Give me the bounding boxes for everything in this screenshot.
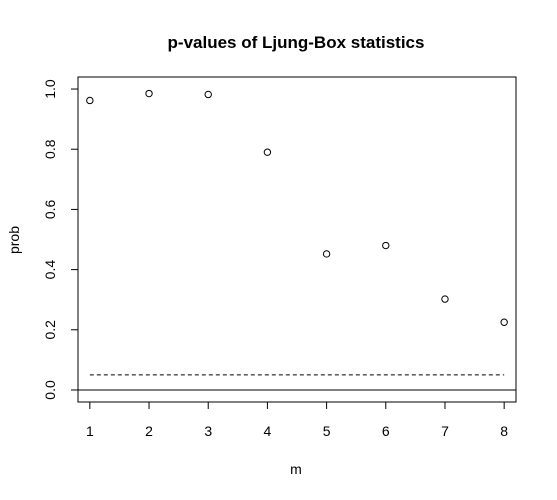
- data-points: [86, 89, 508, 326]
- y-tick-label: 0.6: [42, 199, 58, 219]
- y-tick-label: 1.0: [42, 79, 58, 99]
- data-point: [382, 241, 390, 250]
- x-axis-label: m: [290, 461, 302, 477]
- x-tick-label: 6: [382, 423, 390, 439]
- x-tick-label: 5: [323, 423, 331, 439]
- y-axis-label: prob: [6, 226, 22, 254]
- x-tick-label: 7: [441, 423, 449, 439]
- data-point: [500, 318, 508, 326]
- y-tick-label: 0.8: [42, 139, 58, 159]
- x-tick-label: 4: [264, 423, 272, 439]
- y-tick-label: 0.0: [42, 380, 58, 400]
- data-point: [86, 96, 94, 105]
- plot-box: [77, 76, 517, 403]
- x-tick-label: 1: [86, 423, 94, 439]
- x-tick-label: 8: [500, 423, 508, 439]
- x-axis: 1 2 3 4 5 6 7 8: [86, 401, 508, 439]
- x-tick-label: 3: [204, 423, 212, 439]
- data-point: [322, 250, 331, 258]
- reference-lines: [78, 374, 516, 391]
- data-point: [204, 90, 212, 99]
- data-point: [145, 89, 153, 98]
- x-tick-label: 2: [145, 423, 153, 439]
- y-tick-label: 0.4: [42, 260, 58, 280]
- data-point: [441, 295, 449, 303]
- y-tick-label: 0.2: [42, 320, 58, 340]
- data-point: [263, 148, 272, 156]
- chart-title: p-values of Ljung-Box statistics: [168, 33, 425, 52]
- y-axis: 0.0 0.2 0.4 0.6 0.8 1.0: [42, 79, 79, 400]
